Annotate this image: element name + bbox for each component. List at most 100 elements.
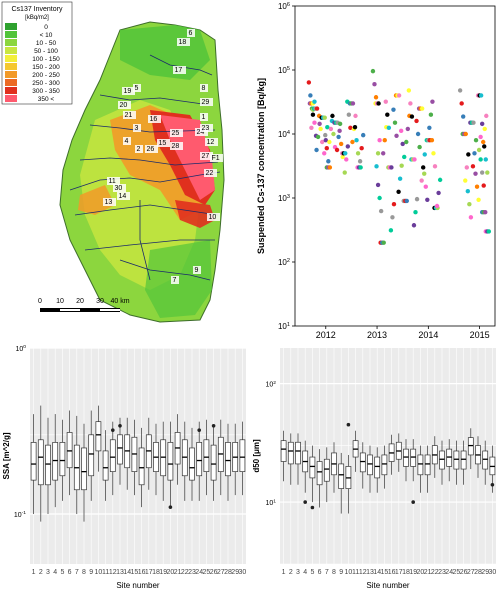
scatter-panel: 101 102 103 104 105 106 2012 2013 2014 2015 Susp… <box>250 0 500 340</box>
scatter-point <box>330 113 335 119</box>
x-tick-label: 25 <box>453 569 461 576</box>
box-body <box>102 450 109 481</box>
x-tick-label: 26 <box>460 569 468 576</box>
site-label-bg <box>200 124 213 132</box>
scatter-point <box>481 139 486 145</box>
x-tick-label: 21 <box>424 569 432 576</box>
scatter-point <box>483 209 488 215</box>
scatter-point <box>338 141 344 147</box>
scatter-point <box>428 112 434 117</box>
scatter-point <box>377 138 382 143</box>
scatter-point <box>404 198 409 204</box>
site-label-bg <box>133 84 141 92</box>
box-body <box>453 450 460 470</box>
site-label: 10 <box>209 214 217 221</box>
site-label-bg <box>200 152 213 160</box>
legend-swatch <box>5 31 17 38</box>
site-label-bg <box>123 111 136 119</box>
site-label: 18 <box>179 39 187 46</box>
scatter-point <box>402 154 407 160</box>
scatter-point <box>323 132 328 138</box>
y-tick-label: 102 <box>278 258 290 267</box>
y-tick-label: 102 <box>265 380 276 389</box>
scatter-point <box>340 154 345 160</box>
scale-tick-label: 30 <box>96 298 104 305</box>
x-tick-label: 22 <box>181 569 189 576</box>
legend-label: < 10 <box>40 32 53 39</box>
box-body <box>374 456 381 479</box>
box-body <box>45 444 51 486</box>
x-tick-label: 13 <box>366 569 374 576</box>
site-label: 30 <box>115 185 123 192</box>
scatter-point <box>376 101 381 106</box>
scatter-point <box>413 209 418 215</box>
box-body <box>189 447 195 481</box>
x-tick-label: 8 <box>332 569 336 576</box>
site-label: 19 <box>124 88 132 95</box>
legend-swatch <box>5 23 17 30</box>
scatter-point <box>404 139 409 145</box>
box-body <box>482 450 489 470</box>
box-outlier <box>168 505 173 509</box>
scatter-point <box>473 138 479 143</box>
scatter-point <box>396 189 401 194</box>
scatter-point <box>478 93 484 98</box>
x-tick-label: 23 <box>438 569 446 576</box>
scatter-point <box>425 197 430 202</box>
scatter-point <box>468 215 474 220</box>
scatter-point <box>343 151 348 156</box>
site-label-bg <box>145 145 158 153</box>
x-tick-label: 4 <box>303 569 307 576</box>
scatter-background <box>250 0 500 340</box>
box-outlier <box>346 422 351 427</box>
river-line <box>79 157 219 166</box>
scatter-point <box>429 138 435 143</box>
scatter-point <box>352 124 358 130</box>
site-label-bg <box>187 29 195 37</box>
river-line <box>69 171 221 191</box>
site-label: 21 <box>125 112 133 119</box>
scatter-point <box>408 101 413 106</box>
scatter-point <box>381 151 386 156</box>
x-tick-label: 3 <box>46 569 50 576</box>
scatter-point <box>327 165 333 170</box>
scatter-point <box>476 197 481 202</box>
x-tick-label: 24 <box>195 569 203 576</box>
river-line <box>139 200 151 281</box>
box-body <box>295 441 301 465</box>
scatter-point <box>419 178 424 183</box>
x-tick-label: 16 <box>388 569 396 576</box>
scatter-point <box>474 184 480 189</box>
legend-label: 250 - 300 <box>32 80 60 87</box>
scatter-point <box>431 151 436 156</box>
site-label-bg <box>118 101 131 109</box>
box-body <box>467 437 474 456</box>
scatter-point <box>383 99 388 104</box>
scatter-point <box>337 128 342 134</box>
scatter-point <box>355 151 361 156</box>
box-body <box>59 442 66 477</box>
x-tick-label: 20 <box>167 569 175 576</box>
scale-bar: 0 10 20 30 40 km <box>38 298 130 312</box>
box-body <box>403 448 409 467</box>
site-label: 15 <box>159 140 167 147</box>
boxplot-panel <box>30 348 246 564</box>
scatter-point <box>318 126 323 132</box>
box-body <box>239 439 246 472</box>
x-tick-label: 26 <box>210 569 218 576</box>
box-body <box>167 442 174 481</box>
site-label-bg <box>200 113 208 121</box>
site-label: 3 <box>135 125 139 132</box>
scatter-point <box>463 131 468 137</box>
legend-swatch <box>5 63 17 70</box>
x-tick-label: 14 <box>373 569 381 576</box>
scatter-point <box>415 131 421 137</box>
scatter-point <box>370 68 376 74</box>
scatter-point <box>409 114 415 119</box>
site-label: 24 <box>197 129 205 136</box>
box-body <box>81 447 87 491</box>
scatter-point <box>386 125 392 130</box>
box-body <box>196 442 203 477</box>
